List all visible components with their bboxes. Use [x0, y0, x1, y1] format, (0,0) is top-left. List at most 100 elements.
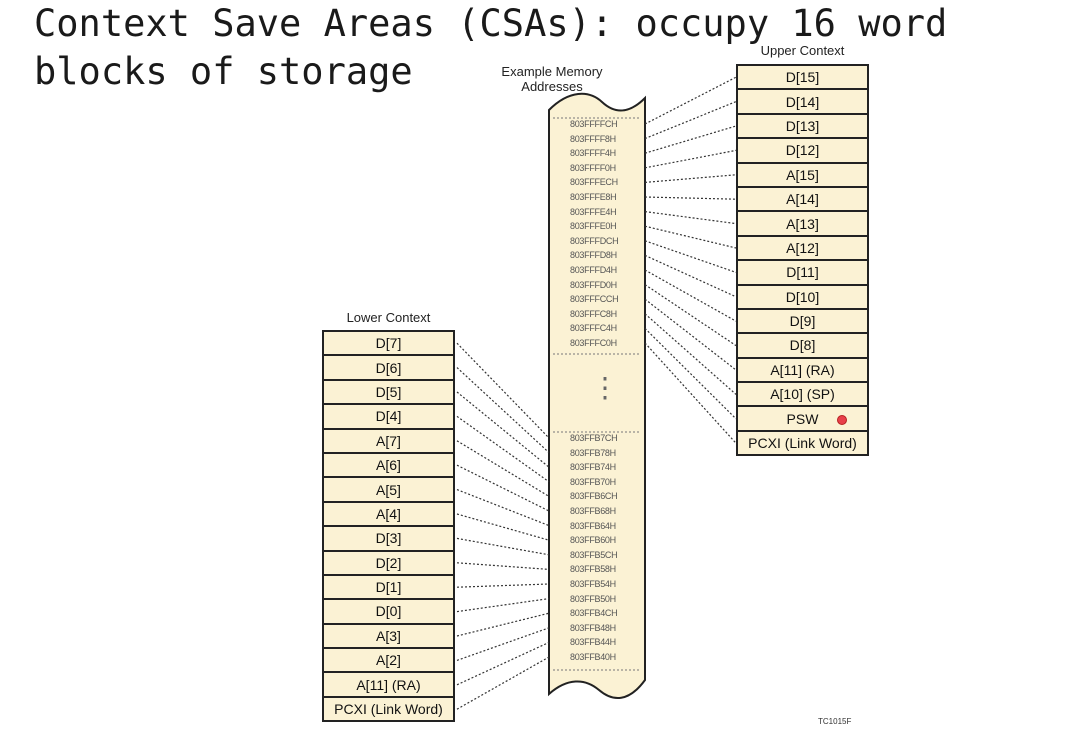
- connector-line: [644, 269, 737, 322]
- register-label: D[3]: [375, 530, 402, 547]
- lower-context-register: A[7]: [322, 429, 455, 454]
- register-label: A[7]: [376, 432, 401, 449]
- register-label: A[6]: [376, 457, 401, 474]
- connector-line: [456, 415, 550, 483]
- register-label: D[15]: [785, 69, 820, 86]
- upper-context-register: D[9]: [736, 309, 869, 335]
- register-label: A[12]: [786, 239, 819, 256]
- lower-context-stack: D[7] D[6] D[5] D[4] A[7] A[6] A[5] A[4] D[3] D[2]…: [322, 330, 455, 723]
- connector-line: [644, 101, 737, 140]
- register-label: PSW: [786, 410, 819, 427]
- register-label: A[4]: [376, 505, 401, 522]
- register-label: D[5]: [375, 383, 402, 400]
- upper-context-register: D[12]: [736, 139, 869, 164]
- connector-line: [644, 254, 737, 298]
- lower-context-heading: Lower Context: [346, 310, 431, 325]
- memory-address: 803FFFD4H: [570, 265, 617, 275]
- connector-line: [644, 149, 737, 169]
- register-label: A[5]: [376, 481, 401, 498]
- upper-context-register: A[11] (RA): [736, 358, 869, 384]
- memory-address: 803FFB68H: [570, 506, 616, 516]
- lower-context-register: D[3]: [322, 527, 455, 552]
- connector-line: [644, 284, 737, 347]
- memory-address: 803FFFE0H: [570, 221, 617, 232]
- upper-context-register: A[10] (SP): [736, 383, 869, 408]
- memory-address: 803FFB60H: [570, 535, 616, 546]
- register-label: D[12]: [785, 142, 820, 159]
- register-label: D[6]: [375, 359, 402, 376]
- memory-address: 803FFB78H: [570, 447, 616, 458]
- connector-line: [456, 489, 550, 527]
- memory-address: 803FFB48H: [570, 622, 616, 633]
- memory-address: 803FFFD0H: [570, 279, 617, 290]
- memory-address: 803FFFDCH: [570, 235, 619, 246]
- connector-line: [456, 641, 550, 686]
- connector-line: [644, 298, 737, 371]
- upper-context-register: D[10]: [736, 285, 869, 310]
- memory-address: 803FFB6CH: [570, 491, 618, 502]
- connector-line: [644, 225, 737, 249]
- lower-context-register: A[11] (RA): [322, 673, 455, 698]
- lower-context-register: A[6]: [322, 453, 455, 479]
- upper-context-heading: Upper Context: [760, 43, 845, 58]
- lower-context-register: A[3]: [322, 624, 455, 650]
- register-label: D[7]: [375, 335, 402, 352]
- register-label: D[2]: [375, 554, 402, 571]
- connector-line: [456, 627, 550, 661]
- upper-context-stack: D[15] D[14] D[13] D[12] A[15] A[14] A[13] A[12]…: [736, 64, 869, 457]
- memory-column: [547, 88, 647, 705]
- lower-context-register: A[4]: [322, 502, 455, 528]
- connector-line: [644, 196, 737, 200]
- memory-address: 803FFFCCH: [570, 294, 619, 305]
- memory-address: 803FFFF0H: [570, 162, 616, 173]
- register-label: PCXI (Link Word): [748, 435, 857, 452]
- memory-address: 803FFFC0H: [570, 338, 617, 348]
- connector-line: [456, 598, 550, 613]
- memory-address: 803FFB5CH: [570, 549, 618, 560]
- connector-line: [456, 464, 550, 512]
- memory-address: 803FFB40H: [570, 652, 616, 662]
- connector-line: [644, 313, 737, 395]
- upper-context-register: PSW: [736, 407, 869, 432]
- register-label: D[14]: [785, 93, 820, 110]
- figure-code: TC1015F: [818, 717, 852, 726]
- connector-line: [456, 513, 550, 541]
- memory-address: 803FFFECH: [570, 177, 618, 188]
- register-label: D[4]: [375, 408, 402, 425]
- register-label: A[3]: [376, 627, 401, 644]
- connector-line: [456, 656, 550, 710]
- register-label: A[10] (SP): [770, 386, 835, 403]
- register-label: D[9]: [789, 313, 816, 330]
- lower-context-register: D[0]: [322, 600, 455, 625]
- memory-address: 803FFFC4H: [570, 323, 617, 334]
- register-label: D[11]: [786, 264, 819, 281]
- upper-context-register: A[13]: [736, 212, 869, 237]
- register-label: D[10]: [785, 288, 820, 305]
- lower-context-register: D[4]: [322, 405, 455, 430]
- upper-context-register: A[14]: [736, 187, 869, 213]
- lower-context-register: D[7]: [322, 332, 455, 357]
- register-label: A[15]: [786, 166, 819, 183]
- register-label: D[13]: [785, 117, 820, 134]
- connector-line: [644, 76, 737, 125]
- cursor-marker-dot: [837, 415, 847, 426]
- register-label: A[13]: [786, 215, 819, 232]
- register-label: D[1]: [375, 579, 402, 596]
- connector-line: [456, 537, 550, 556]
- connector-line: [456, 367, 550, 454]
- memory-addresses-label: Example Memory Addresses: [501, 64, 603, 94]
- memory-address: 803FFB44H: [570, 637, 616, 648]
- memory-address: 803FFFC8H: [570, 308, 617, 319]
- connector-line: [456, 391, 550, 468]
- connector-line: [644, 240, 737, 273]
- register-label: D[8]: [789, 337, 816, 354]
- lower-context-register: D[5]: [322, 380, 455, 406]
- register-label: A[11] (RA): [770, 361, 835, 378]
- upper-context-register: A[15]: [736, 163, 869, 188]
- memory-address: 803FFB64H: [570, 520, 616, 531]
- slide-title: Context Save Areas (CSAs): occupy 16 wor…: [34, 2, 948, 93]
- register-label: A[11] (RA): [356, 676, 421, 693]
- lower-context-register: A[5]: [322, 478, 455, 503]
- upper-context-register: D[13]: [736, 114, 869, 140]
